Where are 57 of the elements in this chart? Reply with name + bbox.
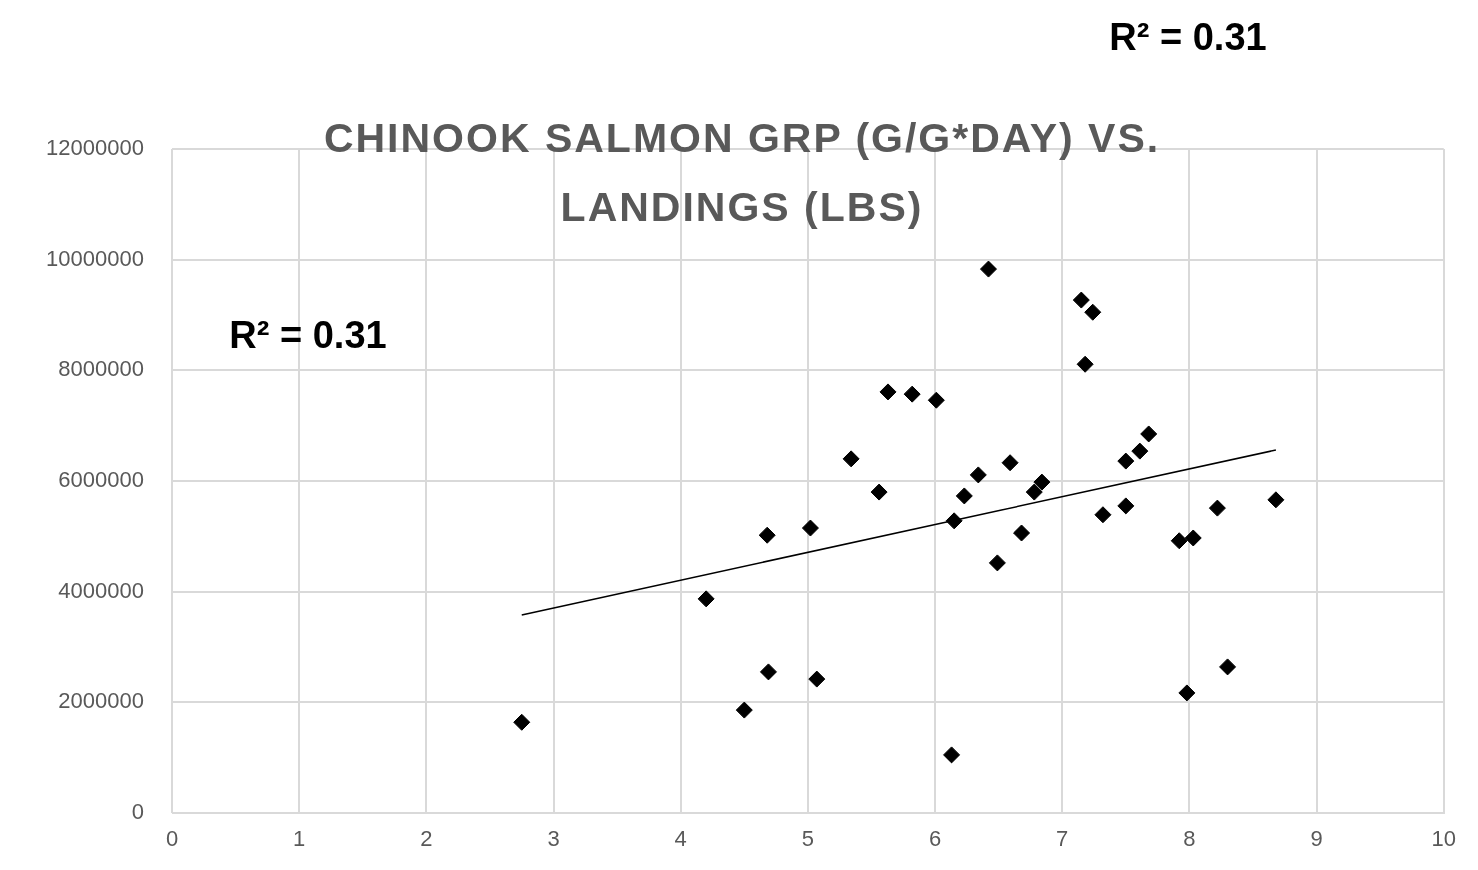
y-tick-label: 2000000 [58,688,144,714]
point [1001,454,1019,472]
point [1117,452,1135,470]
point [1094,506,1112,524]
point [1117,497,1135,515]
point [969,466,987,484]
y-tick-label: 8000000 [58,356,144,382]
point [808,670,826,688]
point [735,701,753,719]
point [988,554,1006,572]
x-tick-label: 7 [1056,826,1069,852]
point [979,260,997,278]
point [697,590,715,608]
point [903,385,921,403]
point [1208,499,1226,517]
x-tick-label: 0 [165,826,179,852]
x-tick-label: 4 [674,826,687,852]
x-tick-label: 5 [801,826,815,852]
y-tick-label: 10000000 [46,245,144,271]
x-tick-label: 6 [928,826,942,852]
point [1178,684,1196,702]
point [870,483,888,501]
point [1267,491,1285,509]
point [879,383,897,401]
x-tick-label: 1 [293,826,306,852]
y-tick-label: 4000000 [58,577,144,603]
y-tick-label: 12000000 [46,135,144,161]
point [945,512,963,530]
x-tick-label: 2 [420,826,433,852]
point [1170,532,1188,550]
point [758,526,776,544]
point [1219,658,1237,676]
point [955,487,973,505]
point [1013,524,1031,542]
point [1131,442,1149,460]
y-tick-label: 0 [131,799,144,825]
point [842,450,860,468]
point [943,746,961,764]
point [1084,303,1102,321]
point [1140,425,1158,443]
point [1025,483,1043,501]
point [1072,291,1090,309]
point [1184,529,1202,547]
point [759,663,777,681]
annotation: R² = 0.31 [229,314,387,357]
chart-title: CHINOOK SALMON GRP (G/G*DAY) VS. LANDINGS (LBS) [323,115,1161,231]
point [513,713,531,731]
x-tick-label: 10 [1431,826,1457,852]
text: R² = 0.31 [1109,16,1267,59]
x-tick-label: 3 [547,826,560,852]
point [927,391,945,409]
point [1033,473,1051,491]
y-tick-label: 6000000 [58,467,144,493]
x-tick-label: 8 [1183,826,1196,852]
point [1076,355,1094,373]
x-tick-label: 9 [1310,826,1323,852]
point [801,519,819,537]
